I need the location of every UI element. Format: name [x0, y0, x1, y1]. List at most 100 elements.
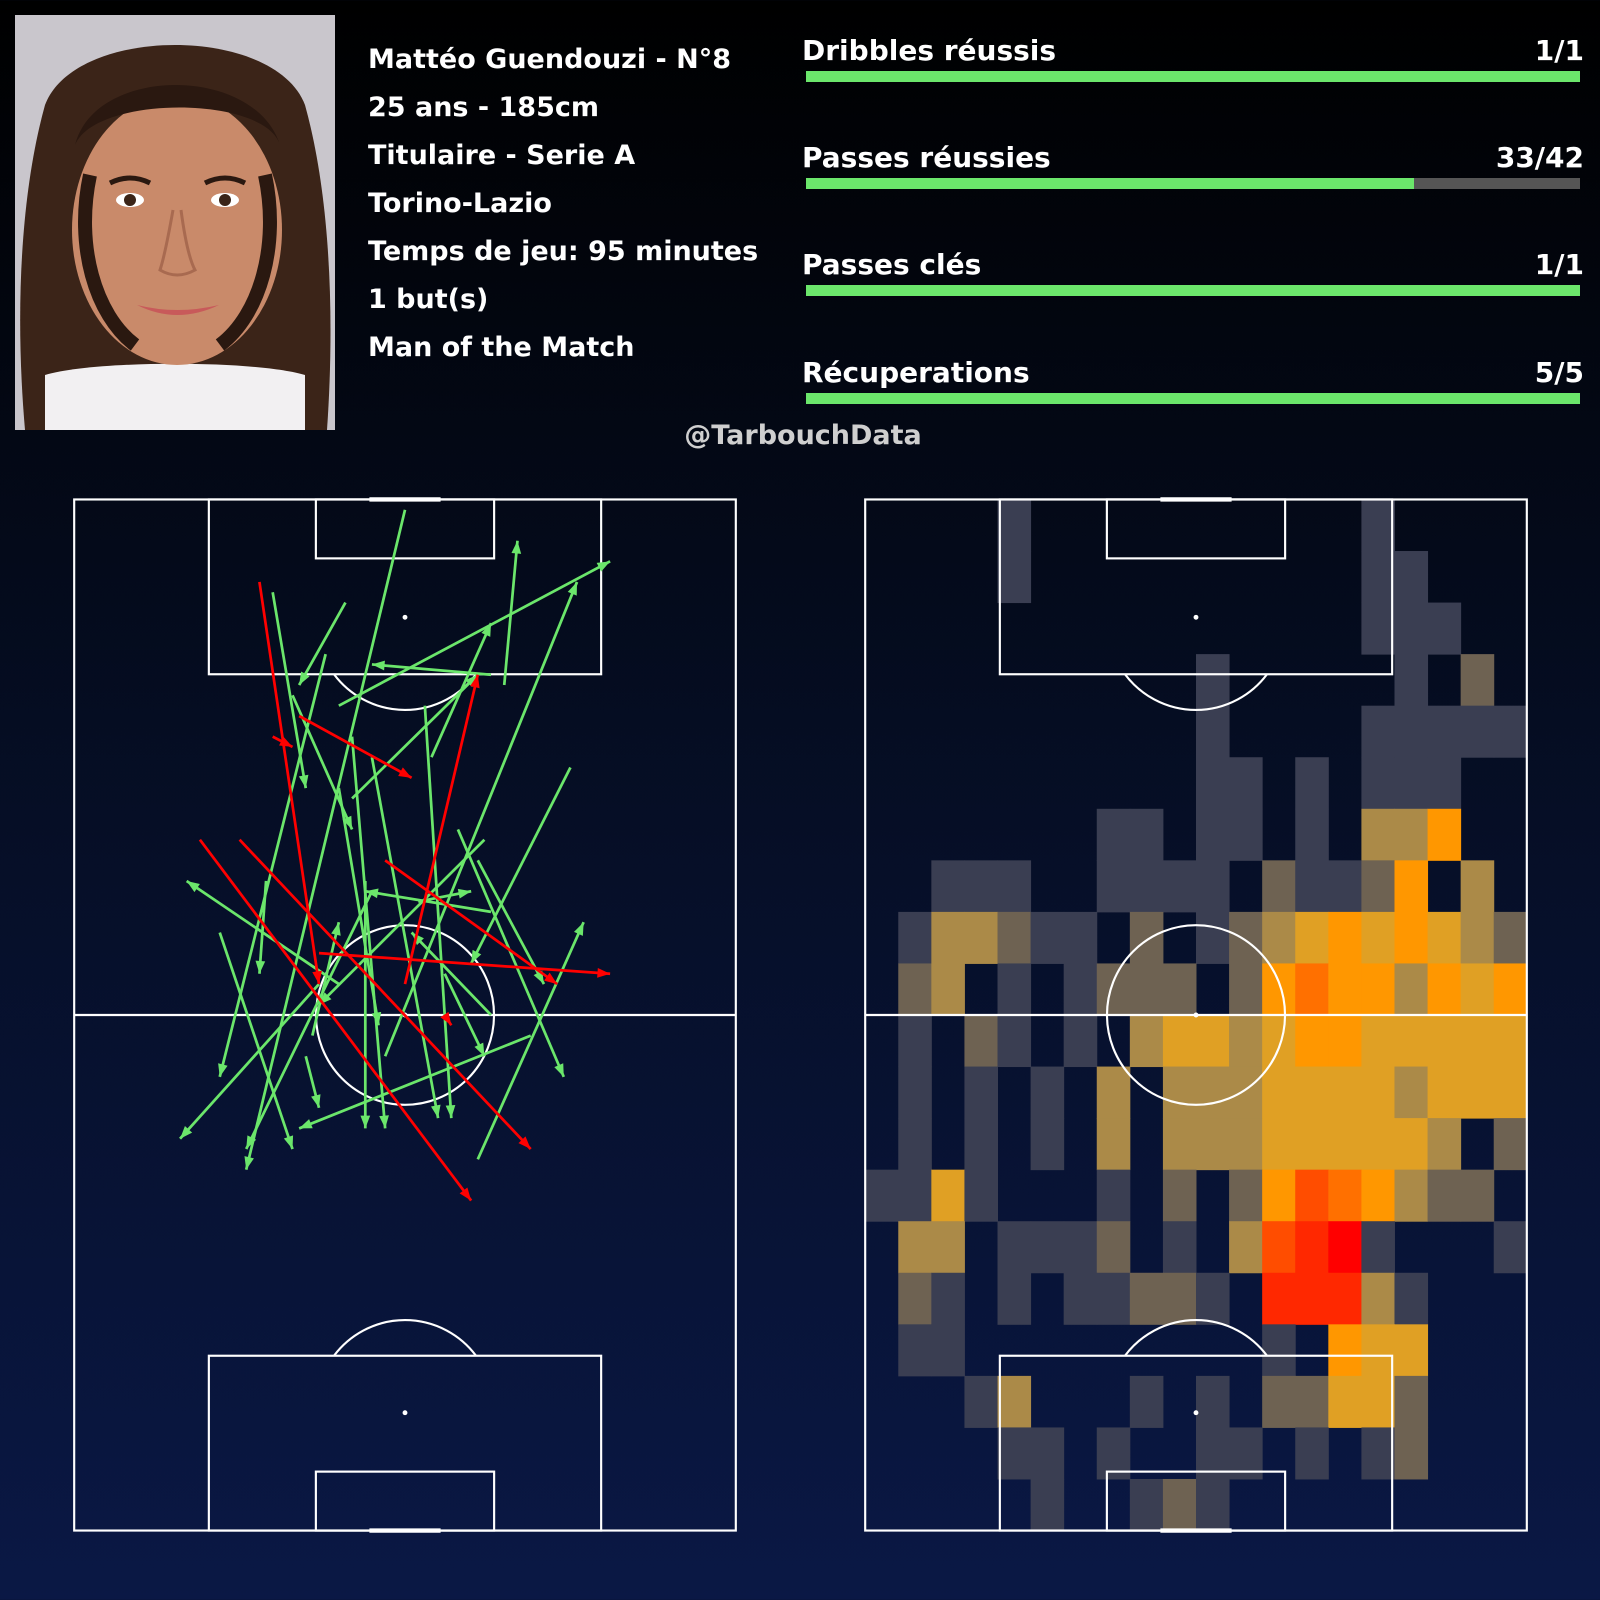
- heatmap-cell: [1361, 1375, 1395, 1428]
- heatmap-cell: [1328, 1118, 1362, 1171]
- heatmap-cell: [931, 963, 965, 1016]
- heatmap-cell: [1295, 911, 1329, 964]
- pass-arrowhead: [365, 888, 379, 899]
- heatmap-cell: [1427, 1066, 1462, 1119]
- player-name-number: Mattéo Guendouzi - N°8: [368, 44, 732, 75]
- heatmap-cell: [1361, 911, 1395, 964]
- completed-pass: [383, 581, 579, 1057]
- pass-arrowhead: [518, 1136, 531, 1150]
- heatmap-cell: [1394, 1324, 1429, 1377]
- completed-pass: [350, 736, 389, 1129]
- heatmap-cell: [1328, 1375, 1362, 1428]
- heatmap-cell: [1427, 963, 1462, 1016]
- pass-line: [258, 581, 321, 985]
- heatmap-cell: [1295, 860, 1329, 913]
- heatmap-cell: [1295, 1272, 1329, 1325]
- heatmap-cell: [1460, 860, 1495, 913]
- heatmap-cell: [1196, 808, 1230, 861]
- heatmap-cell: [1262, 1169, 1296, 1222]
- heatmap-cell: [1262, 963, 1296, 1016]
- heatmap-cell: [1361, 602, 1395, 655]
- heatmap-cell: [1196, 1478, 1230, 1532]
- heatmap-cell: [1295, 1015, 1329, 1068]
- pass-arrowhead: [331, 922, 341, 936]
- pass-line: [469, 766, 572, 965]
- top-six-yard-box: [1105, 498, 1287, 560]
- pass-arrowhead: [471, 949, 482, 964]
- stat-bar-fill: [806, 71, 1580, 82]
- heatmap-cell: [997, 860, 1032, 913]
- pass-map-svg: [73, 497, 737, 1533]
- completed-pass: [244, 890, 374, 1150]
- heatmap-cell: [1427, 911, 1462, 964]
- heatmap-cell: [1096, 808, 1131, 861]
- failed-pass: [198, 838, 473, 1202]
- heatmap-cell: [964, 1169, 998, 1222]
- heatmap-cell: [1427, 1015, 1462, 1068]
- pass-line: [410, 931, 492, 1016]
- bottom-penalty-box: [207, 1354, 603, 1532]
- center-circle: [1105, 924, 1287, 1106]
- pass-arrowhead: [457, 888, 472, 899]
- heatmap-cell: [1229, 808, 1263, 861]
- heatmap-cell: [1328, 860, 1362, 913]
- pass-line: [384, 859, 558, 986]
- heatmap-cell: [1394, 860, 1429, 913]
- stat-label: Dribbles réussis: [802, 34, 1057, 67]
- heatmap-cell: [931, 1221, 965, 1274]
- pass-arrowhead: [430, 1104, 441, 1119]
- completed-pass: [456, 828, 566, 1078]
- heatmap-cell: [1427, 808, 1462, 861]
- pass-line: [351, 673, 479, 800]
- pass-line: [365, 889, 492, 914]
- heatmap-cell: [1162, 1272, 1197, 1325]
- stat-value: 1/1: [1534, 34, 1584, 67]
- completed-pass: [365, 888, 492, 914]
- heatmap-cell: [1394, 551, 1429, 604]
- completed-pass: [304, 1055, 321, 1109]
- top-penalty-box: [207, 498, 603, 676]
- heatmap-cell: [1328, 911, 1362, 964]
- pass-arrowhead: [299, 671, 310, 686]
- heatmap-cell: [1162, 1066, 1197, 1119]
- heatmap-cell: [1196, 1066, 1230, 1119]
- heatmap-cell: [931, 860, 965, 913]
- bottom-six-yard-box: [314, 1470, 496, 1532]
- pass-line: [443, 973, 486, 1057]
- heatmap-cell: [1295, 1169, 1329, 1222]
- pass-arrowhead: [567, 581, 578, 596]
- heatmap-cell: [1361, 1221, 1395, 1274]
- pitch-markings: [864, 497, 1528, 1533]
- pass-arrowhead: [244, 1156, 254, 1170]
- heatmap-cell: [1361, 705, 1395, 758]
- heatmap-cell: [1328, 1015, 1362, 1068]
- pass-line: [338, 560, 611, 707]
- heatmap-cell: [1460, 963, 1495, 1016]
- heatmap-cell: [1229, 757, 1263, 810]
- pass-arrowhead: [597, 967, 611, 978]
- heatmap-cell: [964, 1118, 998, 1171]
- heatmap-cell: [1096, 1066, 1131, 1119]
- stat-bar-fill: [806, 178, 1415, 189]
- heatmap-cell: [1493, 705, 1528, 758]
- heatmap-cell: [1096, 860, 1131, 913]
- heatmap-cell: [1460, 911, 1495, 964]
- pass-arrowhead: [596, 561, 611, 572]
- heatmap-cell: [1361, 499, 1395, 552]
- heatmap-cell: [1262, 1272, 1296, 1325]
- top-six-yard-box: [314, 498, 496, 560]
- heatmap-cell: [997, 1427, 1032, 1480]
- heatmap-cell: [898, 1272, 932, 1325]
- heatmap-cell: [1162, 963, 1197, 1016]
- heatmap-cell: [1361, 1015, 1395, 1068]
- heatmap-cell: [1361, 1427, 1395, 1480]
- pass-arrowhead: [371, 660, 385, 671]
- heatmap-cell: [898, 963, 932, 1016]
- pass-arrowhead: [255, 960, 266, 974]
- pitch-markings: [73, 497, 737, 1533]
- completed-pass: [443, 973, 486, 1057]
- center-spot: [1193, 1012, 1199, 1018]
- pass-line: [476, 921, 585, 1160]
- pass-line: [298, 714, 413, 780]
- heatmap-cell: [997, 1221, 1032, 1274]
